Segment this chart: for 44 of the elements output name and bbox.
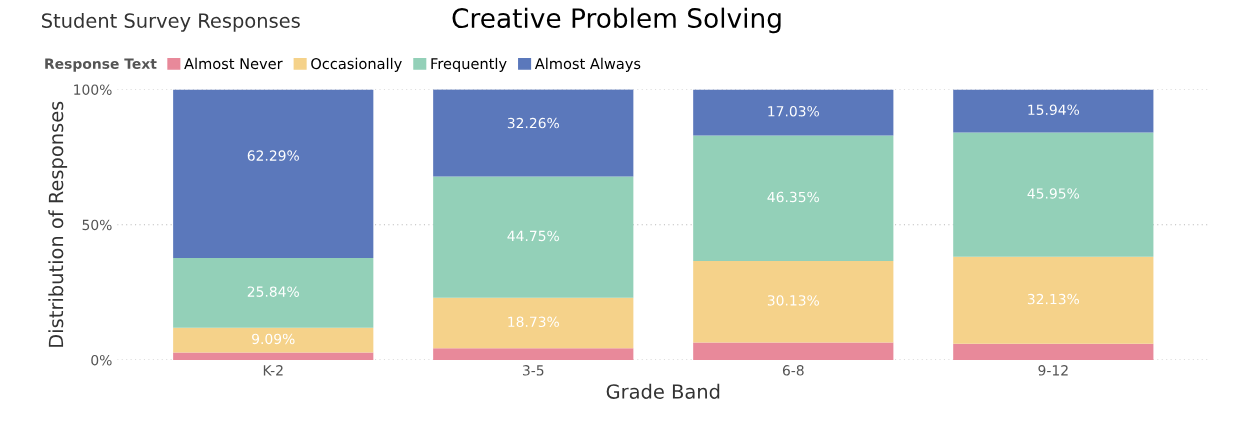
y-tick-label: 100%: [74, 84, 112, 95]
x-tick-label: 3-5: [522, 365, 544, 376]
bar: [953, 89, 1154, 133]
chart-title: Creative Problem Solving: [452, 7, 781, 34]
bar: [173, 352, 374, 360]
data-label: 44.75%: [507, 230, 559, 242]
legend-label: Almost Never: [184, 57, 283, 70]
data-label: 25.84%: [247, 286, 299, 297]
bar: [173, 327, 374, 353]
chart-subtitle: Student Survey Responses: [42, 12, 300, 32]
bar: [953, 343, 1154, 360]
legend-label: Frequently: [431, 57, 507, 72]
y-axis-title: Distribution of Responses: [48, 101, 68, 347]
data-label: 15.94%: [1028, 104, 1080, 115]
data-label: 32.13%: [1027, 293, 1080, 305]
legend-label: Almost Always: [534, 57, 641, 72]
data-label: 32.26%: [507, 117, 559, 129]
data-label: 46.35%: [767, 191, 819, 203]
bar: [693, 135, 894, 261]
bar: [693, 260, 894, 343]
bar: [433, 297, 634, 349]
data-label: 62.29%: [247, 150, 299, 161]
bar: [433, 176, 634, 298]
data-label: 9.09%: [252, 333, 295, 345]
data-label: 18.73%: [508, 316, 559, 328]
data-label: 45.95%: [1027, 188, 1080, 199]
bar: [173, 89, 374, 258]
data-label: 17.03%: [768, 105, 819, 117]
bar: [953, 256, 1154, 344]
bar: [953, 132, 1154, 257]
bar: [693, 342, 894, 360]
y-tick-label: 0%: [91, 354, 112, 366]
legend-title: Response Text: [45, 58, 157, 72]
x-tick-label: 6-8: [782, 365, 804, 376]
y-tick-label: 50%: [82, 219, 112, 231]
x-tick-label: K-2: [263, 365, 283, 376]
legend-label: Occasionally: [311, 57, 402, 72]
bar: [693, 89, 894, 136]
x-axis-title: Grade Band: [606, 383, 720, 399]
bar: [173, 257, 374, 328]
data-label: 30.13%: [767, 295, 819, 306]
x-tick-label: 9-12: [1038, 365, 1068, 376]
bar: [433, 348, 634, 360]
bar: [433, 89, 634, 177]
